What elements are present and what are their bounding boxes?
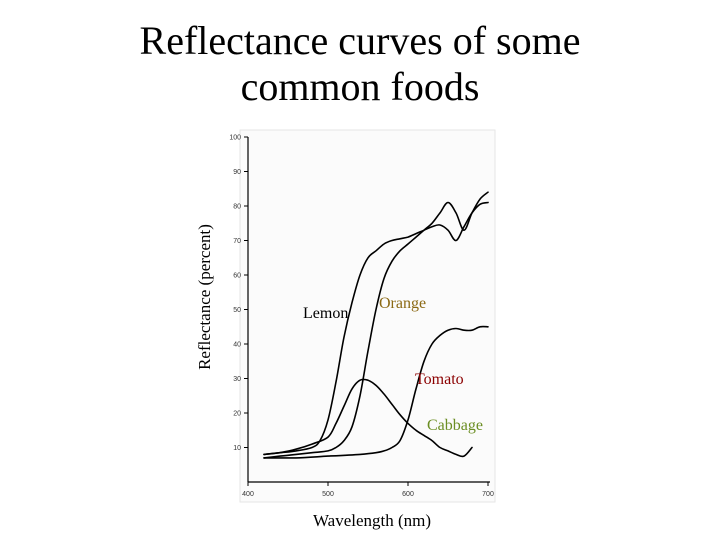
- y-tick-label: 60: [233, 273, 241, 280]
- series-label-lemon: Lemon: [303, 305, 348, 322]
- series-label-cabbage: Cabbage: [427, 417, 483, 434]
- series-line-tomato: [263, 325, 489, 459]
- y-ticks: 10 20 30 40 50 60 70 80 90 100: [229, 135, 248, 452]
- x-tick-label: 600: [402, 491, 414, 498]
- y-tick-label: 70: [233, 238, 241, 245]
- slide-title-line-2: common foods: [240, 64, 480, 109]
- x-tick-label: 400: [242, 491, 254, 498]
- y-tick-label: 80: [233, 204, 241, 211]
- slide-title-line-1: Reflectance curves of some: [139, 18, 581, 63]
- y-tick-label: 30: [233, 376, 241, 383]
- slide-title: Reflectance curves of some common foods: [0, 18, 720, 110]
- y-tick-label: 20: [233, 411, 241, 418]
- x-ticks: 400 500 600 700: [242, 482, 494, 498]
- y-tick-label: 90: [233, 169, 241, 176]
- y-tick-label: 10: [233, 445, 241, 452]
- x-axis-title: Wavelength (nm): [313, 511, 432, 530]
- y-axis-title: Reflectance (percent): [195, 224, 214, 370]
- series-label-orange: Orange: [379, 295, 426, 312]
- x-tick-label: 700: [482, 491, 494, 498]
- x-tick-label: 500: [322, 491, 334, 498]
- series-label-tomato: Tomato: [415, 371, 464, 388]
- series-line-cabbage: [263, 378, 473, 458]
- series-labels: Lemon Orange Tomato Cabbage: [303, 295, 483, 434]
- plot-frame: [239, 129, 496, 503]
- series-lines: [263, 191, 489, 459]
- y-tick-label: 50: [233, 307, 241, 314]
- y-tick-label: 100: [229, 135, 241, 142]
- series-line-orange: [263, 191, 489, 459]
- y-tick-label: 40: [233, 342, 241, 349]
- series-line-lemon: [263, 201, 489, 456]
